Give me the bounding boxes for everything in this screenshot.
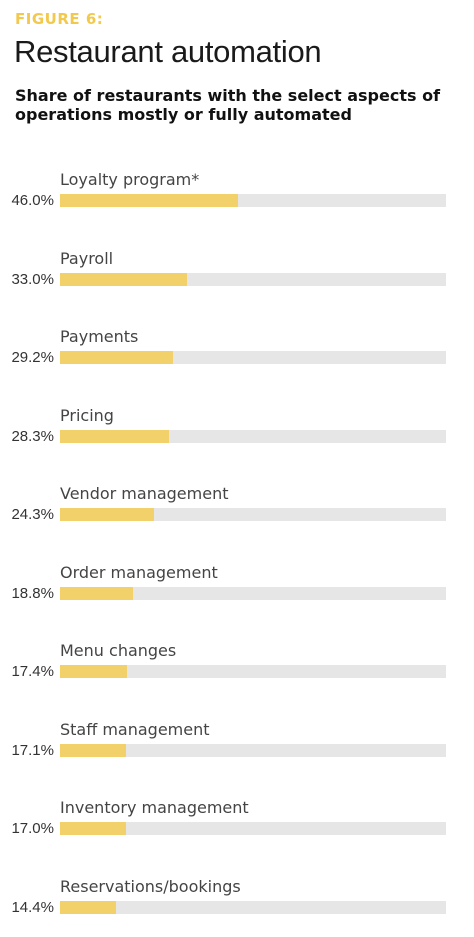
value-label: 17.1% (11, 741, 54, 759)
category-label: Payments (60, 327, 139, 346)
bar-track (60, 194, 446, 207)
value-label: 14.4% (11, 898, 54, 916)
bar (60, 665, 128, 678)
value-label: 17.4% (11, 663, 54, 680)
bar (60, 822, 126, 835)
bar-track (60, 900, 446, 914)
category-label: Loyalty program* (60, 170, 200, 189)
bar-row: Loyalty program* 46.0% (0, 170, 474, 230)
value-label: 28.3% (11, 427, 54, 445)
value-label: 17.0% (11, 820, 54, 837)
value-label: 46.0% (11, 192, 54, 209)
bar-row: Reservations/bookings 14.4% (0, 877, 474, 937)
category-label: Menu changes (60, 641, 177, 660)
bar (60, 194, 238, 207)
bar-track (60, 822, 446, 835)
bar (60, 900, 116, 914)
bar-track (60, 351, 446, 364)
bar-track (60, 272, 446, 286)
bar-row: Payroll 33.0% (0, 249, 474, 309)
bar (60, 743, 126, 757)
bar (60, 272, 188, 286)
bar-row: Order management 18.8% (0, 563, 474, 623)
category-label: Order management (60, 562, 218, 582)
category-label: Inventory management (60, 798, 249, 817)
category-label: Vendor management (60, 484, 229, 503)
value-label: 18.8% (11, 584, 54, 602)
bar-track (60, 429, 446, 443)
bar-row: Menu changes 17.4% (0, 641, 474, 701)
chart-title: Restaurant automation (14, 34, 322, 69)
value-label: 24.3% (11, 506, 54, 523)
chart-subtitle: Share of restaurants with the select asp… (15, 86, 441, 124)
category-label: Staff management (60, 719, 210, 739)
bar-track (60, 508, 446, 521)
bar (60, 429, 170, 443)
bar-row: Inventory management 17.0% (0, 798, 474, 858)
bar-track (60, 665, 446, 678)
category-label: Payroll (60, 248, 114, 268)
bar (60, 508, 154, 521)
bar-row: Pricing 28.3% (0, 406, 474, 466)
value-label: 29.2% (11, 349, 54, 366)
bar-row: Staff management 17.1% (0, 720, 474, 780)
figure-label: FIGURE 6: (15, 10, 104, 28)
category-label: Reservations/bookings (60, 876, 241, 896)
bar-track (60, 743, 446, 757)
category-label: Pricing (60, 405, 114, 425)
bar (60, 586, 133, 600)
bar-row: Vendor management 24.3% (0, 484, 474, 544)
bar-track (60, 586, 446, 600)
bar (60, 351, 173, 364)
bar-row: Payments 29.2% (0, 327, 474, 387)
value-label: 33.0% (11, 270, 54, 288)
